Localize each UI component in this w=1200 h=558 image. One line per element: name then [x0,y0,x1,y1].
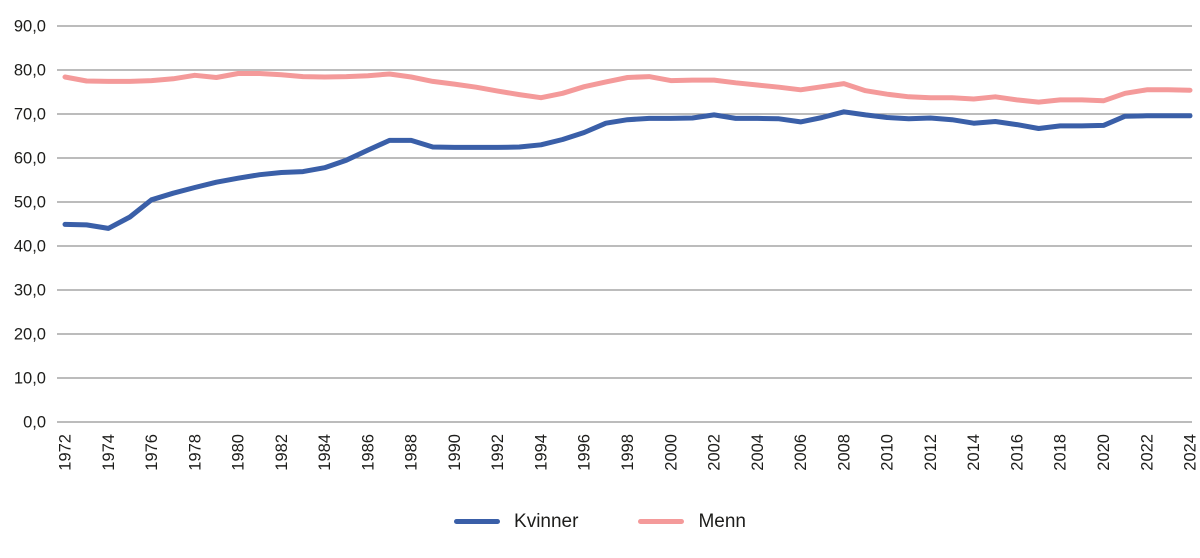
line-chart: 0,0 10,0 20,0 30,0 40,0 50,0 60,0 70,0 80,0 90,0 1… [14,18,1200,471]
x-tick-label: 2024 [1182,434,1200,471]
x-tick-label: 1990 [446,434,464,471]
x-tick-label: 1976 [143,434,161,471]
y-tick-label: 80,0 [14,62,46,80]
x-tick-label: 2020 [1095,434,1113,471]
x-tick-label: 1992 [489,434,507,471]
y-tick-label: 0,0 [23,414,46,432]
x-tick-label: 1996 [576,434,594,471]
x-tick-label: 2016 [1008,434,1026,471]
x-tick-label: 2004 [749,434,767,471]
x-tick-label: 1994 [532,434,550,471]
y-tick-label: 40,0 [14,238,46,256]
x-tick-label: 2006 [792,434,810,471]
x-tick-label: 2022 [1138,434,1156,471]
x-tick-label: 2014 [965,434,983,471]
kvinner-line-swatch [454,519,501,524]
x-tick-label: 2018 [1052,434,1070,471]
menn-line-swatch [638,519,685,524]
x-tick-label: 1978 [186,434,204,471]
series-line-kvinner [62,109,1193,231]
x-tick-label: 1982 [273,434,291,471]
x-tick-label: 1984 [316,434,334,471]
y-tick-label: 60,0 [14,150,46,168]
legend-item-kvinner: Kvinner [454,512,578,531]
x-tick-label: 1986 [359,434,377,471]
x-tick-label: 2002 [706,434,724,471]
series-line-menn [62,71,1193,105]
x-tick-label: 2008 [835,434,853,471]
legend-label-menn: Menn [698,511,746,532]
x-tick-label: 1988 [403,434,421,471]
y-tick-label: 20,0 [14,326,46,344]
y-tick-label: 70,0 [14,106,46,124]
y-tick-label: 10,0 [14,370,46,388]
chart-legend: Kvinner Menn [0,512,1200,531]
y-tick-label: 30,0 [14,282,46,300]
legend-item-menn: Menn [638,512,746,531]
y-tick-label: 50,0 [14,194,46,212]
y-tick-label: 90,0 [14,18,46,36]
x-tick-label: 2000 [662,434,680,471]
x-tick-label: 1974 [100,434,118,471]
x-tick-label: 2012 [922,434,940,471]
legend-label-kvinner: Kvinner [514,511,579,532]
x-tick-label: 1972 [57,434,75,471]
x-tick-label: 1998 [619,434,637,471]
x-tick-label: 2010 [879,434,897,471]
x-tick-label: 1980 [230,434,248,471]
